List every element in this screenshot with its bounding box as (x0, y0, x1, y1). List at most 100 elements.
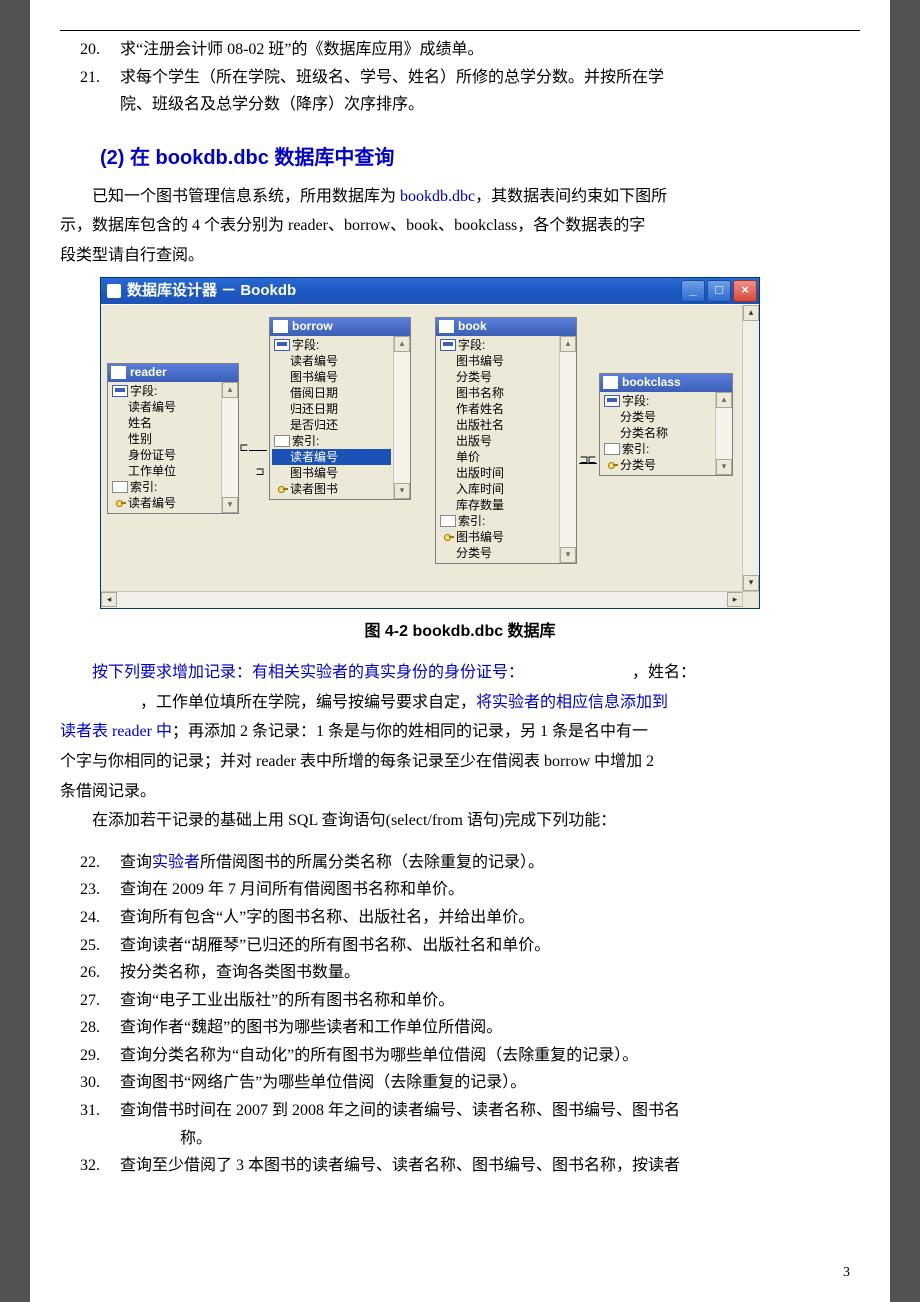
field[interactable]: 身份证号 (110, 447, 219, 463)
list-item: 22.查询实验者所借阅图书的所属分类名称（去除重复的记录）。 (60, 850, 860, 876)
item-num: 24. (80, 905, 120, 931)
field[interactable]: 分类号 (602, 409, 713, 425)
table-scroll[interactable]: ▴▾ (559, 336, 576, 563)
index[interactable]: 读者编号 (110, 495, 219, 511)
close-button[interactable]: × (733, 280, 757, 302)
t: ；再添加 2 条记录：1 条是与你的姓相同的记录，另 1 条是名中有一 (172, 723, 648, 740)
list-item: 27.查询“电子工业出版社”的所有图书名称和单价。 (60, 988, 860, 1014)
mid-l3: 读者表 reader 中；再添加 2 条记录：1 条是与你的姓相同的记录，另 1… (60, 719, 860, 745)
index-group: 索引: (438, 513, 557, 529)
field[interactable]: 入库时间 (438, 481, 557, 497)
item-text: 查询在 2009 年 7 月间所有借阅图书名称和单价。 (120, 881, 464, 898)
item-num: 22. (80, 850, 120, 876)
maximize-button[interactable]: □ (707, 280, 731, 302)
table-header[interactable]: bookclass (600, 374, 732, 392)
label: 索引: (292, 434, 319, 448)
item-text: 查询至少借阅了 3 本图书的读者编号、读者名称、图书编号、图书名称，按读者 (120, 1157, 680, 1174)
field[interactable]: 出版号 (438, 433, 557, 449)
field[interactable]: 分类名称 (602, 425, 713, 441)
field[interactable]: 是否归还 (272, 417, 391, 433)
window-title: 数据库设计器 － Bookdb (127, 279, 681, 303)
key-icon (278, 484, 288, 494)
item-num: 29. (80, 1043, 120, 1069)
key-icon (116, 498, 126, 508)
field[interactable]: 性别 (110, 431, 219, 447)
index-name: 读者图书 (290, 482, 338, 496)
item-21: 21.求每个学生（所在学院、班级名、学号、姓名）所修的总学分数。并按所在学 (60, 65, 860, 91)
index-group: 索引: (602, 441, 713, 457)
fields-group: 字段: (438, 337, 557, 353)
table-book[interactable]: book 字段: 图书编号 分类号 图书名称 作者姓名 出版社名 出版号 (435, 317, 577, 564)
table-body: 字段: 读者编号 图书编号 借阅日期 归还日期 是否归还 索引: 读者编号 图书… (270, 336, 410, 499)
table-body: 字段: 分类号 分类名称 索引: 分类号 ▴▾ (600, 392, 732, 475)
t: ，其数据表间约束如下图所 (475, 188, 667, 205)
list-item: 24.查询所有包含“人”字的图书名称、出版社名，并给出单价。 (60, 905, 860, 931)
field[interactable]: 工作单位 (110, 463, 219, 479)
fields-group: 字段: (602, 393, 713, 409)
field[interactable]: 图书编号 (272, 369, 391, 385)
canvas-hscroll[interactable]: ◂ ▸ (101, 591, 743, 608)
field-icon (112, 385, 128, 397)
index-group: 索引: (272, 433, 391, 449)
field[interactable]: 出版时间 (438, 465, 557, 481)
relation-end: ⊏ (585, 455, 599, 475)
index-name: 分类号 (620, 458, 656, 472)
field[interactable]: 借阅日期 (272, 385, 391, 401)
field[interactable]: 作者姓名 (438, 401, 557, 417)
scroll-up-icon[interactable]: ▴ (743, 305, 759, 321)
table-title: bookclass (622, 373, 681, 392)
minimize-button[interactable]: _ (681, 280, 705, 302)
index[interactable]: 图书编号 (438, 529, 557, 545)
field[interactable]: 图书编号 (438, 353, 557, 369)
table-header[interactable]: borrow (270, 318, 410, 336)
resize-grip[interactable] (742, 591, 759, 608)
index[interactable]: 分类号 (438, 545, 557, 561)
field[interactable]: 库存数量 (438, 497, 557, 513)
scroll-right-icon[interactable]: ▸ (727, 592, 743, 607)
field-icon (440, 339, 456, 351)
table-body: 字段: 图书编号 分类号 图书名称 作者姓名 出版社名 出版号 单价 出版时间 … (436, 336, 576, 563)
index-name: 图书编号 (456, 530, 504, 544)
index[interactable]: 读者编号 (272, 449, 391, 465)
scroll-left-icon[interactable]: ◂ (101, 592, 117, 607)
field[interactable]: 图书名称 (438, 385, 557, 401)
highlight: 实验者 (152, 854, 200, 871)
item-num: 30. (80, 1070, 120, 1096)
index[interactable]: 分类号 (602, 457, 713, 473)
field-list: 字段: 图书编号 分类号 图书名称 作者姓名 出版社名 出版号 单价 出版时间 … (436, 336, 559, 563)
scroll-down-icon[interactable]: ▾ (743, 575, 759, 591)
index-icon (440, 515, 456, 527)
table-icon (273, 320, 288, 333)
field[interactable]: 读者编号 (110, 399, 219, 415)
item-num: 23. (80, 877, 120, 903)
list-item: 23.查询在 2009 年 7 月间所有借阅图书名称和单价。 (60, 877, 860, 903)
field[interactable]: 读者编号 (272, 353, 391, 369)
titlebar[interactable]: 数据库设计器 － Bookdb _ □ × (101, 278, 759, 304)
table-reader[interactable]: reader 字段: 读者编号 姓名 性别 身份证号 工作单位 索引: (107, 363, 239, 514)
item-num: 20. (80, 37, 120, 63)
list-item: 30.查询图书“网络广告”为哪些单位借阅（去除重复的记录）。 (60, 1070, 860, 1096)
canvas-vscroll[interactable]: ▴ ▾ (742, 305, 759, 593)
table-header[interactable]: reader (108, 364, 238, 382)
field[interactable]: 姓名 (110, 415, 219, 431)
table-scroll[interactable]: ▴▾ (393, 336, 410, 499)
table-bookclass[interactable]: bookclass 字段: 分类号 分类名称 索引: 分类号 ▴▾ (599, 373, 733, 476)
table-borrow[interactable]: borrow 字段: 读者编号 图书编号 借阅日期 归还日期 是否归还 索引: (269, 317, 411, 500)
table-icon (603, 376, 618, 389)
table-scroll[interactable]: ▴▾ (715, 392, 732, 475)
field[interactable]: 单价 (438, 449, 557, 465)
designer-canvas[interactable]: reader 字段: 读者编号 姓名 性别 身份证号 工作单位 索引: (101, 304, 759, 608)
item-text: 按分类名称，查询各类图书数量。 (120, 964, 360, 981)
table-scroll[interactable]: ▴▾ (221, 382, 238, 513)
item-num: 26. (80, 960, 120, 986)
field-list: 字段: 分类号 分类名称 索引: 分类号 (600, 392, 715, 475)
index[interactable]: 读者图书 (272, 481, 391, 497)
list-item: 31.查询借书时间在 2007 到 2008 年之间的读者编号、读者名称、图书编… (60, 1098, 860, 1124)
index[interactable]: 图书编号 (272, 465, 391, 481)
field-icon (604, 395, 620, 407)
field[interactable]: 分类号 (438, 369, 557, 385)
field[interactable]: 出版社名 (438, 417, 557, 433)
field[interactable]: 归还日期 (272, 401, 391, 417)
item-text: 求每个学生（所在学院、班级名、学号、姓名）所修的总学分数。并按所在学 (120, 69, 664, 86)
table-header[interactable]: book (436, 318, 576, 336)
